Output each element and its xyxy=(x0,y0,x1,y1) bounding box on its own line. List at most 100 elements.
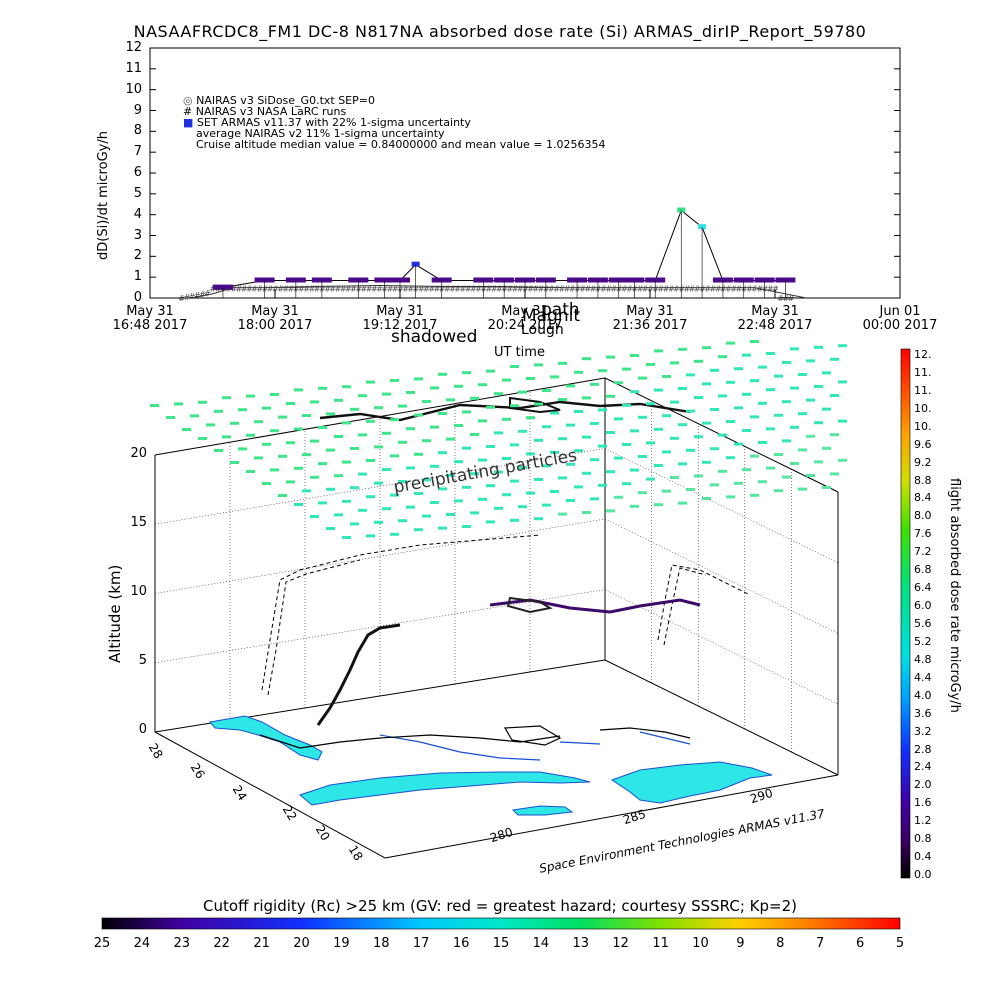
particle-mark xyxy=(254,420,263,424)
z-tick-20: 20 xyxy=(130,446,147,461)
particle-mark xyxy=(390,454,399,458)
land-hispaniola xyxy=(610,761,773,804)
rigidity-tick-label: 24 xyxy=(133,936,151,951)
colorbar-tick-label: 1.6 xyxy=(914,796,932,810)
particle-mark xyxy=(406,505,415,509)
particle-mark xyxy=(542,464,551,468)
particle-mark xyxy=(662,375,671,378)
particle-mark xyxy=(574,410,583,413)
particle-mark xyxy=(414,492,423,495)
y-tick-label: 2 xyxy=(133,248,142,264)
particle-mark xyxy=(374,520,383,524)
nairas-point: # xyxy=(272,285,279,294)
armas-point xyxy=(754,277,775,283)
particle-mark xyxy=(614,456,623,460)
nairas-point: # xyxy=(241,285,248,294)
particle-mark xyxy=(550,375,559,379)
particle-mark xyxy=(734,442,743,446)
particle-mark xyxy=(542,389,551,392)
particle-mark xyxy=(678,501,687,505)
particle-mark xyxy=(478,497,487,501)
particle-mark xyxy=(830,394,839,397)
grid-right-h xyxy=(604,518,839,634)
particle-mark xyxy=(446,513,455,516)
x-tick-label: May 31 22:48 2017 xyxy=(715,305,835,333)
nairas-point: # xyxy=(496,285,503,294)
particle-mark xyxy=(310,475,319,479)
colorbar-title: flight absorbed dose rate microGy/h xyxy=(947,478,962,713)
particle-mark xyxy=(454,424,463,427)
particle-mark xyxy=(718,394,727,398)
particle-mark xyxy=(494,392,503,396)
particle-mark xyxy=(694,435,703,439)
armas-point xyxy=(608,277,629,283)
particle-mark xyxy=(518,466,527,469)
particle-mark xyxy=(830,433,839,437)
particle-mark xyxy=(366,534,375,538)
nairas-point: # xyxy=(314,285,321,294)
y-tick-label: 0 xyxy=(133,290,142,305)
particle-mark xyxy=(830,357,839,361)
nairas-point: # xyxy=(751,285,758,294)
nairas-point: # xyxy=(277,285,284,294)
armas-series xyxy=(212,207,796,298)
particle-mark xyxy=(670,436,679,440)
precipitating-particles-cloud xyxy=(150,340,847,539)
grid-right-h xyxy=(604,448,839,563)
particle-mark xyxy=(710,483,719,487)
y-tick-label: 5 xyxy=(133,185,142,201)
particle-mark xyxy=(790,347,799,351)
z-tick-15: 15 xyxy=(130,515,147,530)
x-tick-line2: 20:24 2017 xyxy=(487,318,563,333)
particle-mark xyxy=(710,447,719,451)
particle-mark xyxy=(414,377,423,381)
nairas-point: # xyxy=(293,285,300,294)
y-tick-label: 11 xyxy=(125,60,142,76)
x-tick-label: May 31 21:36 2017 xyxy=(590,305,710,333)
particle-mark xyxy=(758,441,767,444)
particle-mark xyxy=(430,464,439,468)
particle-mark xyxy=(822,446,831,450)
particle-mark xyxy=(750,493,759,497)
particle-mark xyxy=(190,414,199,418)
particle-mark xyxy=(462,371,471,375)
particle-mark xyxy=(718,355,727,359)
particle-mark xyxy=(790,462,799,465)
particle-mark xyxy=(166,416,175,419)
particle-mark xyxy=(350,486,359,490)
rigidity-tick-label: 8 xyxy=(776,936,785,951)
particle-mark xyxy=(662,450,671,454)
particle-mark xyxy=(478,383,487,387)
particle-mark xyxy=(670,476,679,479)
nairas-point: # xyxy=(308,285,315,294)
particle-mark xyxy=(678,387,687,390)
colorbar-tick-label: 6.4 xyxy=(914,581,932,595)
nairas-point: # xyxy=(262,285,269,294)
nairas-point: # xyxy=(782,294,789,303)
particle-mark xyxy=(638,415,647,419)
particle-mark xyxy=(470,511,479,515)
nairas-point: # xyxy=(605,285,612,294)
particle-mark xyxy=(406,427,415,431)
particle-mark xyxy=(470,472,479,476)
particle-mark xyxy=(414,413,423,417)
grid-back-h xyxy=(154,518,606,594)
particle-mark xyxy=(582,435,591,439)
particle-mark xyxy=(534,478,543,481)
legend-marker-square: ■ xyxy=(183,116,194,129)
particle-mark xyxy=(222,435,231,439)
particle-mark xyxy=(734,367,743,371)
legend-marker-hash: # xyxy=(183,105,193,118)
nairas-point: # xyxy=(736,285,743,294)
x-tick-line2: 00:00 2017 xyxy=(862,318,938,333)
particle-mark xyxy=(630,390,639,394)
particle-mark xyxy=(398,480,407,483)
particle-mark xyxy=(654,464,663,467)
nairas-point: # xyxy=(777,294,784,303)
armas-point xyxy=(645,277,666,283)
box-floor-front xyxy=(384,774,839,859)
particle-mark xyxy=(422,400,431,403)
rigidity-tick-label: 19 xyxy=(333,936,350,951)
nairas-point: # xyxy=(329,285,336,294)
armas-point xyxy=(515,277,535,283)
